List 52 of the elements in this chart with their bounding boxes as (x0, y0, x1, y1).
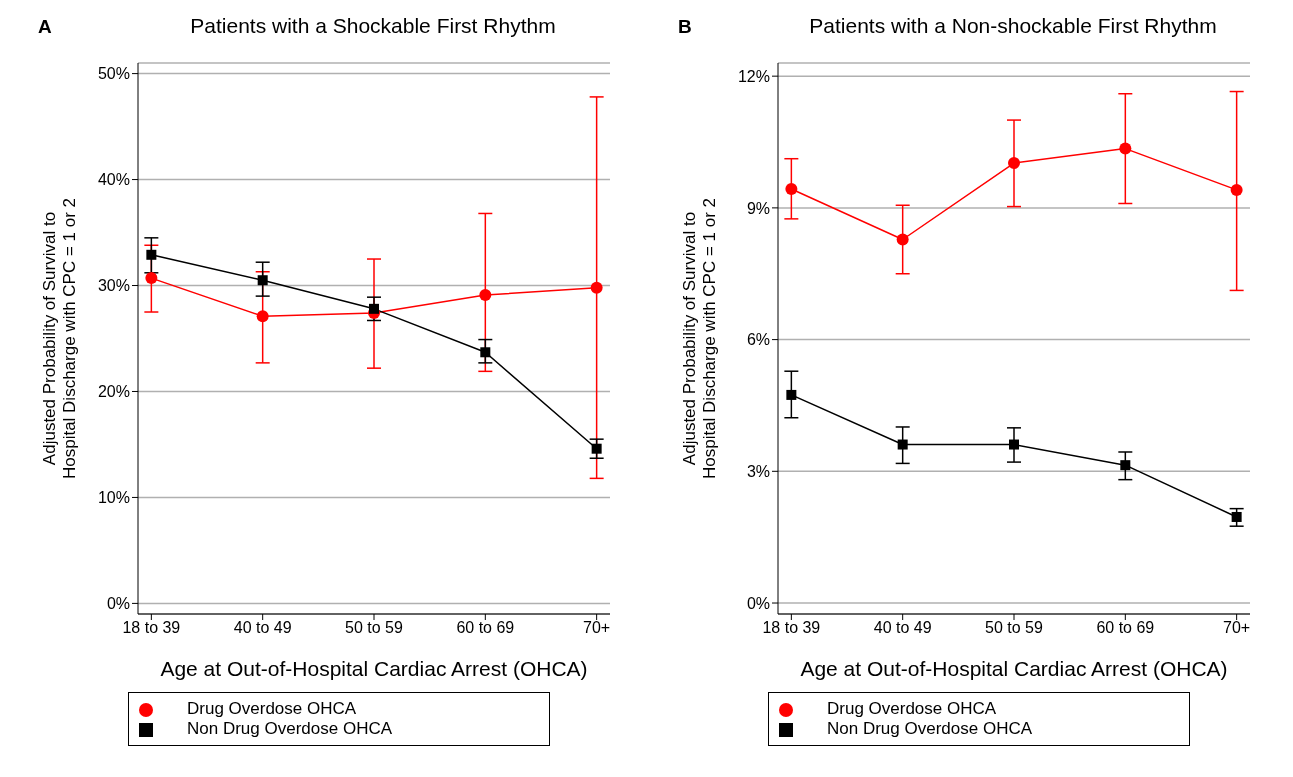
legend-label: Non Drug Overdose OHCA (827, 719, 1033, 738)
y-tick-label: 12% (737, 67, 770, 85)
point (786, 389, 797, 400)
y-axis-title: Adjusted Probability of Survival to Hospital Discharge with CPC = 1 or 2 (40, 197, 79, 480)
x-tick-label: 40 to 49 (873, 619, 932, 637)
y-tick-label: 10% (97, 489, 130, 507)
x-tick-label: 18 to 39 (122, 619, 181, 637)
chart-title: Patients with a Shockable First Rhythm (189, 14, 557, 38)
x-axis-title: Age at Out-of-Hospital Cardiac Arrest (OHCA) (160, 657, 588, 680)
point (590, 281, 603, 294)
y-tick-label: 3% (746, 462, 770, 480)
text: A (38, 16, 52, 38)
point (369, 303, 379, 314)
point (1120, 460, 1131, 471)
x-tick-label: 70+ (583, 619, 611, 637)
point (146, 249, 157, 260)
x-tick-label: 60 to 69 (456, 619, 515, 637)
point (145, 272, 158, 285)
y-axis-title: Adjusted Probability of Survival to Hospital Discharge with CPC = 1 or 2 (680, 197, 719, 480)
legend-label: Drug Overdose OHCA (827, 699, 997, 718)
point (256, 310, 269, 323)
point (1119, 142, 1132, 155)
point (1008, 157, 1020, 170)
x-axis-title: Age at Out-of-Hospital Cardiac Arrest (OHCA) (800, 657, 1228, 680)
y-tick-label: 0% (746, 594, 770, 612)
point (1231, 511, 1242, 522)
text: B (678, 16, 692, 38)
y-tick-label: 30% (97, 277, 130, 295)
legend-label: Drug Overdose OHCA (187, 699, 357, 718)
x-tick-label: 70+ (1223, 619, 1251, 637)
x-tick-label: 50 to 59 (345, 619, 404, 637)
x-tick-label: 18 to 39 (762, 619, 821, 637)
point (1230, 183, 1243, 196)
point (785, 183, 798, 196)
point (480, 347, 491, 358)
y-tick-label: 9% (746, 199, 770, 217)
y-tick-label: 40% (97, 171, 130, 189)
point (479, 289, 492, 302)
x-tick-label: 40 to 49 (233, 619, 292, 637)
point (1009, 439, 1019, 450)
x-tick-label: 60 to 69 (1096, 619, 1155, 637)
point (257, 275, 268, 286)
point (591, 443, 602, 454)
y-tick-label: 6% (746, 331, 770, 349)
y-tick-label: 0% (106, 595, 130, 613)
point (896, 233, 909, 246)
y-tick-label: 50% (97, 65, 130, 83)
legend-label: Non Drug Overdose OHCA (187, 719, 393, 738)
x-tick-label: 50 to 59 (985, 619, 1044, 637)
point (897, 439, 908, 450)
chart-title: Patients with a Non-shockable First Rhythm (808, 14, 1218, 38)
y-tick-label: 20% (97, 383, 130, 401)
